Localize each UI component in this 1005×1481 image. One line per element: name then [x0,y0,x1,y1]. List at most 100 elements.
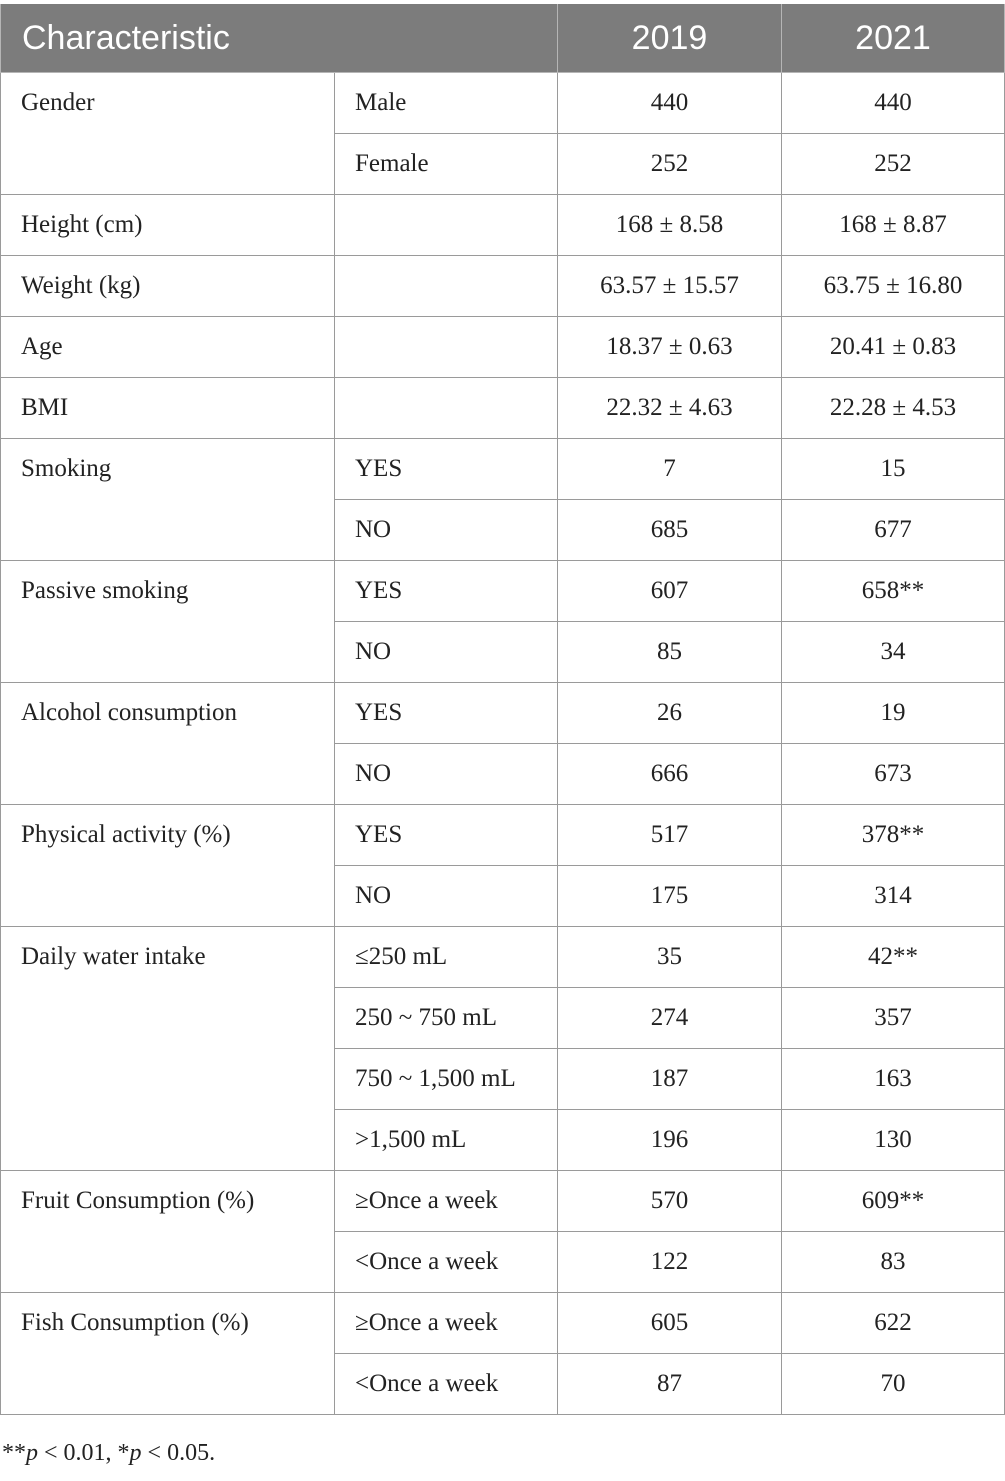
characteristic-cell: Height (cm) [0,194,335,256]
value-2019-cell: 607 [557,560,782,622]
value-2021-cell: 63.75 ± 16.80 [781,255,1005,317]
value-2019-cell: 517 [557,804,782,866]
value-2021-cell: 168 ± 8.87 [781,194,1005,256]
characteristic-cell: Passive smoking [0,560,335,683]
value-2021-cell: 19 [781,682,1005,744]
subcategory-cell: YES [334,560,558,622]
subcategory-cell: Male [334,72,558,134]
subcategory-cell: <Once a week [334,1353,558,1415]
table-row: Weight (kg) 63.57 ± 15.57 63.75 ± 16.80 [0,255,1005,317]
characteristic-cell: Daily water intake [0,926,335,1171]
header-2019: 2019 [557,4,782,73]
value-2021-cell: 15 [781,438,1005,500]
characteristic-cell: Fruit Consumption (%) [0,1170,335,1293]
value-2021-cell: 252 [781,133,1005,195]
subcategory-cell: 750 ~ 1,500 mL [334,1048,558,1110]
table-row: Fish Consumption (%) ≥Once a week 605 622 [0,1292,1005,1415]
table-row: Daily water intake ≤250 mL 35 42** [0,926,1005,1171]
subcategory-cell: >1,500 mL [334,1109,558,1171]
value-2019-cell: 22.32 ± 4.63 [557,377,782,439]
subcategory-cell: YES [334,438,558,500]
value-2021-cell: 42** [781,926,1005,988]
value-2019-cell: 85 [557,621,782,683]
table-row: Physical activity (%) YES 517 378** [0,804,1005,927]
subcategory-cell [334,194,558,256]
table-row: 750 ~ 1,500 mL 187 163 [1,1048,1005,1110]
value-2019-cell: 685 [557,499,782,561]
table-row: Passive smoking YES 607 658** [0,560,1005,683]
characteristics-table: Characteristic 2019 2021 Gender Male 440 44… [0,4,1005,1415]
value-2019-cell: 63.57 ± 15.57 [557,255,782,317]
value-2021-cell: 70 [781,1353,1005,1415]
value-2021-cell: 314 [781,865,1005,927]
table-row: BMI 22.32 ± 4.63 22.28 ± 4.53 [0,377,1005,439]
characteristic-cell: Physical activity (%) [0,804,335,927]
value-2019-cell: 26 [557,682,782,744]
characteristic-cell: BMI [0,377,335,439]
value-2019-cell: 274 [557,987,782,1049]
table-row: Age 18.37 ± 0.63 20.41 ± 0.83 [0,316,1005,378]
value-2021-cell: 34 [781,621,1005,683]
table-row: Female 252 252 [1,133,1005,195]
subcategory-cell [334,255,558,317]
value-2021-cell: 609** [781,1170,1005,1232]
subcategory-cell: ≥Once a week [334,1170,558,1232]
subcategory-cell: <Once a week [334,1231,558,1293]
table-row: 250 ~ 750 mL 274 357 [1,987,1005,1049]
value-2019-cell: 87 [557,1353,782,1415]
characteristic-cell: Alcohol consumption [0,682,335,805]
subcategory-cell: YES [334,804,558,866]
table-row: <Once a week 87 70 [1,1353,1005,1415]
subcategory-cell [334,377,558,439]
subcategory-cell: ≥Once a week [334,1292,558,1354]
characteristic-cell: Gender [0,72,335,195]
characteristic-cell: Fish Consumption (%) [0,1292,335,1415]
table-row: NO 666 673 [1,743,1005,805]
value-2021-cell: 83 [781,1231,1005,1293]
table-row: Height (cm) 168 ± 8.58 168 ± 8.87 [0,194,1005,256]
subcategory-cell: Female [334,133,558,195]
value-2019-cell: 175 [557,865,782,927]
subcategory-cell: NO [334,743,558,805]
value-2019-cell: 122 [557,1231,782,1293]
header-characteristic: Characteristic [0,4,558,73]
subcategory-cell: YES [334,682,558,744]
value-2021-cell: 622 [781,1292,1005,1354]
value-2019-cell: 35 [557,926,782,988]
table-body: Gender Male 440 440 Female 252 252 Height (cm) 1… [0,72,1005,1415]
value-2021-cell: 677 [781,499,1005,561]
table-row: Smoking YES 7 15 [0,438,1005,561]
subcategory-cell: ≤250 mL [334,926,558,988]
value-2021-cell: 22.28 ± 4.53 [781,377,1005,439]
subcategory-cell: NO [334,499,558,561]
value-2019-cell: 196 [557,1109,782,1171]
value-2019-cell: 168 ± 8.58 [557,194,782,256]
header-row: Characteristic 2019 2021 [0,4,1005,73]
value-2019-cell: 252 [557,133,782,195]
table-row: Fruit Consumption (%) ≥Once a week 570 609*… [0,1170,1005,1293]
table-row: Alcohol consumption YES 26 19 [0,682,1005,805]
footnote: **p < 0.01, *p < 0.05. [2,1440,216,1466]
value-2019-cell: 605 [557,1292,782,1354]
value-2019-cell: 570 [557,1170,782,1232]
value-2019-cell: 666 [557,743,782,805]
table-row: Gender Male 440 440 [0,72,1005,195]
header-2021: 2021 [781,4,1005,73]
value-2019-cell: 440 [557,72,782,134]
value-2021-cell: 163 [781,1048,1005,1110]
table-row: NO 175 314 [1,865,1005,927]
characteristic-cell: Age [0,316,335,378]
subcategory-cell: NO [334,621,558,683]
subcategory-cell [334,316,558,378]
value-2021-cell: 20.41 ± 0.83 [781,316,1005,378]
value-2019-cell: 7 [557,438,782,500]
characteristic-cell: Smoking [0,438,335,561]
table-row: >1,500 mL 196 130 [1,1109,1005,1171]
value-2021-cell: 658** [781,560,1005,622]
characteristic-cell: Weight (kg) [0,255,335,317]
value-2021-cell: 440 [781,72,1005,134]
value-2019-cell: 187 [557,1048,782,1110]
value-2021-cell: 673 [781,743,1005,805]
subcategory-cell: 250 ~ 750 mL [334,987,558,1049]
table-row: <Once a week 122 83 [1,1231,1005,1293]
